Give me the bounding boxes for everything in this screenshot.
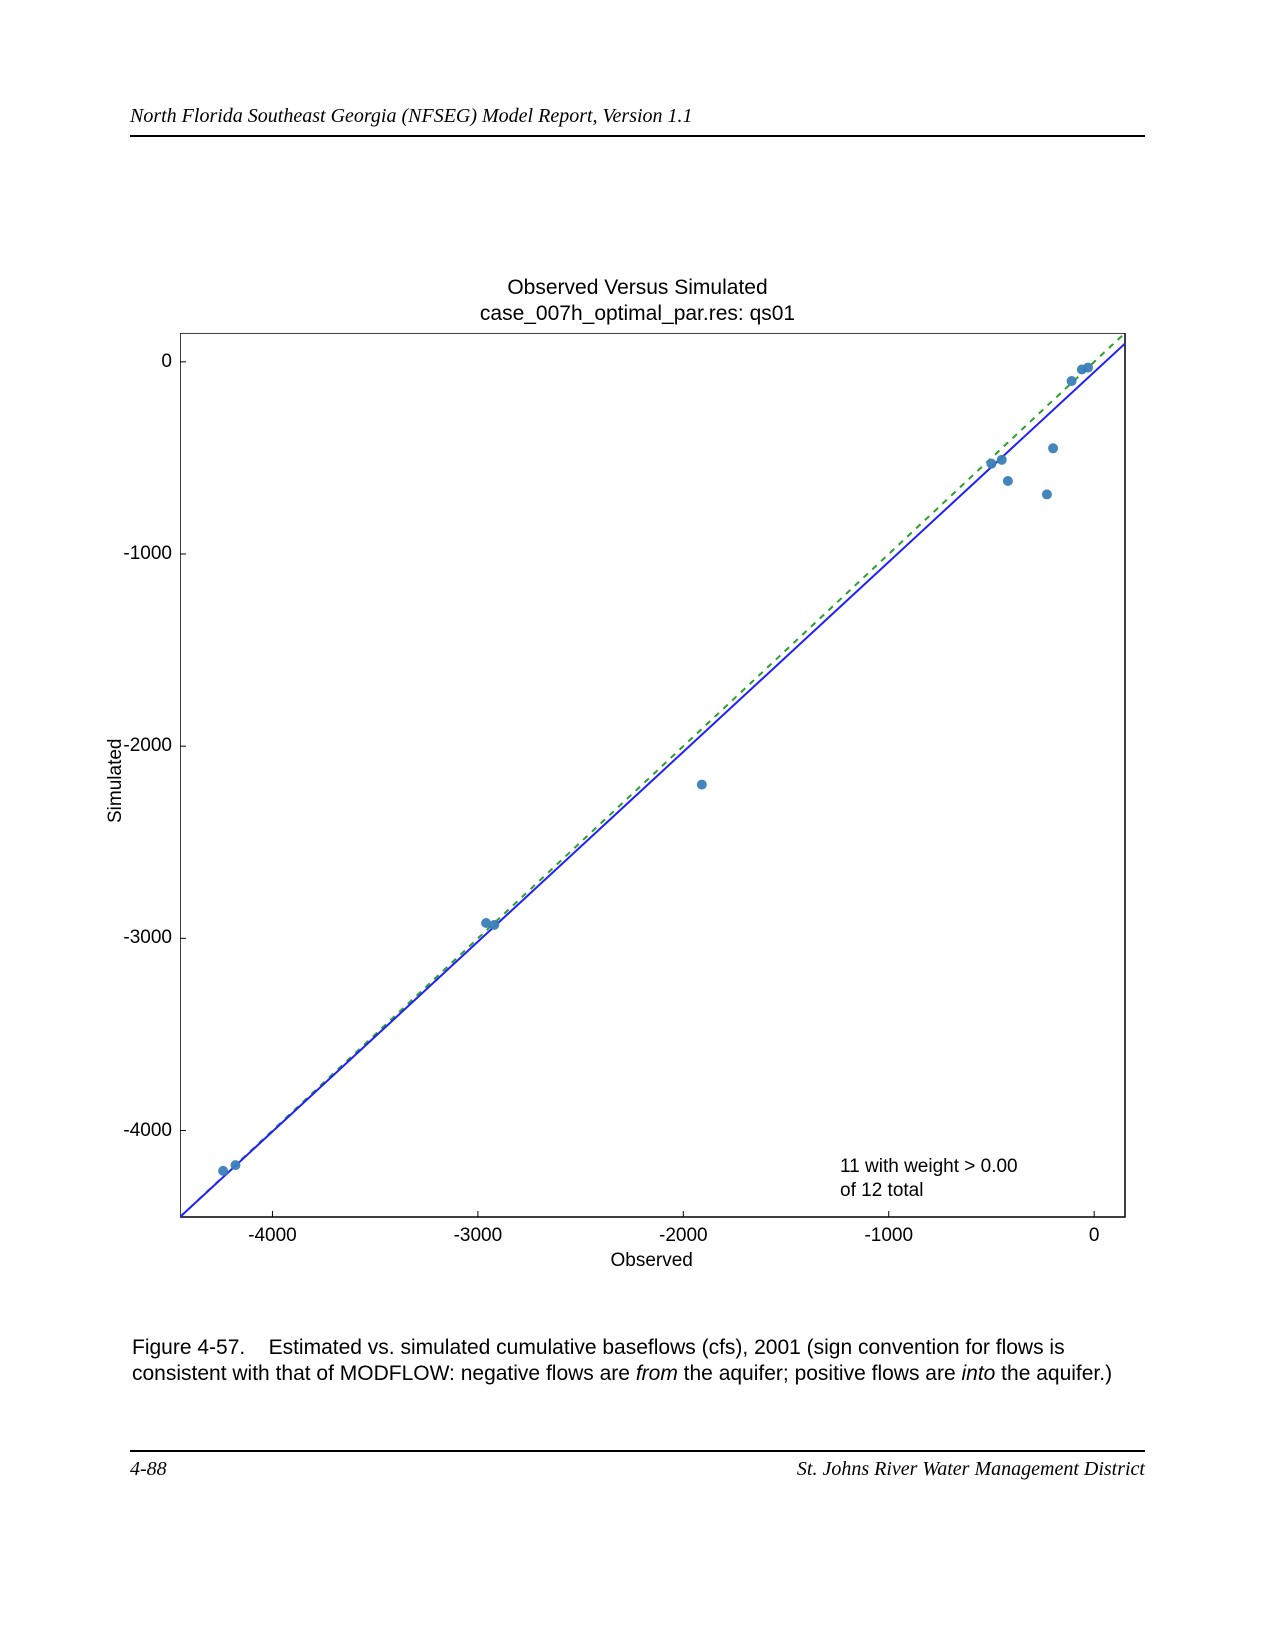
chart-title: Observed Versus Simulated case_007h_opti… (0, 275, 1275, 328)
page-number: 4-88 (130, 1458, 167, 1481)
scatter-chart (180, 333, 1127, 1219)
caption-body2: the aquifer; positive flows are (678, 1362, 962, 1385)
annotation-line2: of 12 total (840, 1180, 923, 1201)
footer-rule (130, 1450, 1145, 1452)
y-tick-label: 0 (161, 351, 172, 373)
y-tick-label: -1000 (123, 543, 172, 565)
y-tick-label: -2000 (123, 735, 172, 757)
chart-title-line2: case_007h_optimal_par.res: qs01 (480, 302, 795, 325)
chart-annotation: 11 with weight > 0.00 of 12 total (840, 1155, 1018, 1203)
x-axis-label: Observed (611, 1250, 693, 1272)
caption-body3: the aquifer.) (995, 1362, 1112, 1385)
caption-italic2: into (961, 1362, 995, 1385)
running-header: North Florida Southeast Georgia (NFSEG) … (130, 105, 693, 128)
y-tick-label: -3000 (123, 927, 172, 949)
caption-prefix: Figure 4-57. (132, 1336, 245, 1359)
footer-right: St. Johns River Water Management Distric… (797, 1458, 1145, 1481)
x-tick-label: -4000 (242, 1225, 302, 1247)
x-tick-label: -1000 (859, 1225, 919, 1247)
figure-caption: Figure 4-57. Estimated vs. simulated cum… (132, 1335, 1147, 1388)
y-tick-label: -4000 (123, 1120, 172, 1142)
x-tick-label: -3000 (448, 1225, 508, 1247)
chart-title-line1: Observed Versus Simulated (507, 276, 767, 299)
caption-italic1: from (636, 1362, 678, 1385)
x-tick-label: 0 (1064, 1225, 1124, 1247)
x-tick-label: -2000 (653, 1225, 713, 1247)
annotation-line1: 11 with weight > 0.00 (840, 1156, 1018, 1177)
header-rule (130, 135, 1145, 137)
page: North Florida Southeast Georgia (NFSEG) … (0, 0, 1275, 1651)
